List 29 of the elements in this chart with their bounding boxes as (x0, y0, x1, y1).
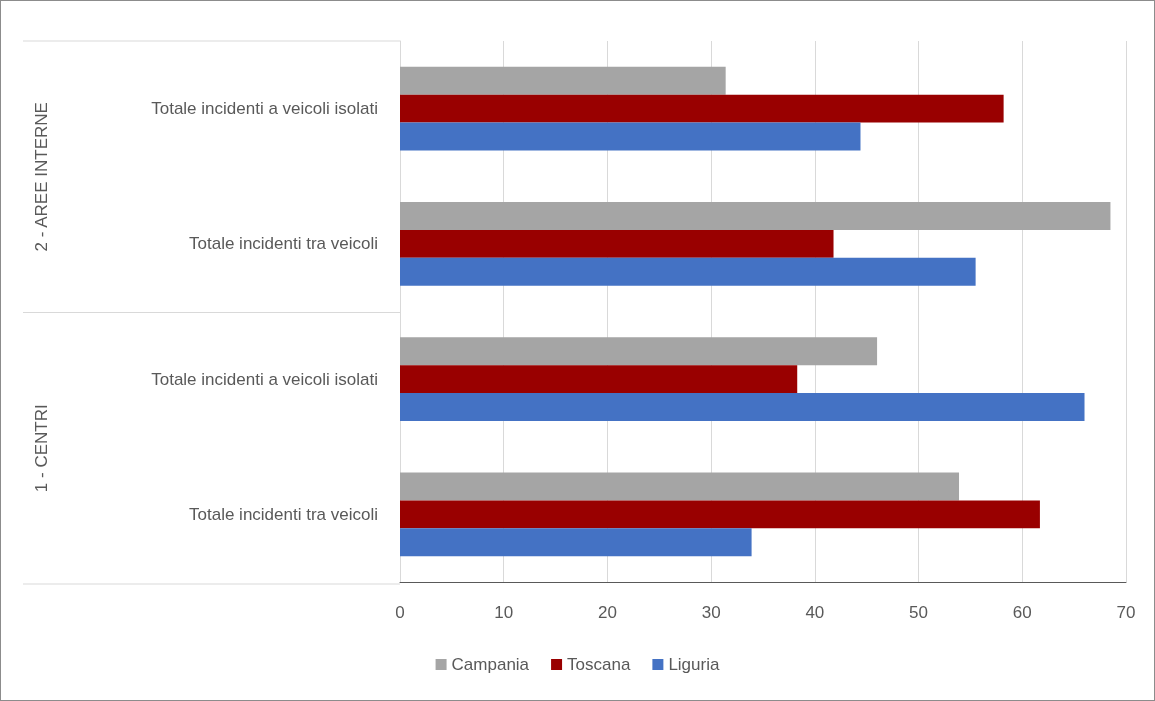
legend-label: Campania (451, 655, 530, 674)
bar (400, 337, 878, 366)
bar (400, 528, 752, 557)
x-tick-label: 10 (494, 603, 514, 622)
y-tick-label: Totale incidenti a veicoli isolati (151, 369, 378, 389)
y-tick-label: Totale incidenti a veicoli isolati (151, 99, 378, 119)
bar (400, 393, 1085, 422)
bar (400, 122, 861, 151)
legend-label: Liguria (668, 655, 720, 674)
x-tick-label: 60 (1012, 603, 1032, 622)
x-tick-label: 50 (909, 603, 929, 622)
bar (400, 500, 1040, 529)
bar (400, 365, 798, 394)
y-tick-label: Totale incidenti tra veicoli (189, 234, 378, 254)
legend-label: Toscana (567, 655, 631, 674)
y-tick-label: Totale incidenti tra veicoli (189, 504, 378, 524)
bar (400, 201, 1111, 230)
x-tick-label: 30 (701, 603, 721, 622)
x-tick-label: 70 (1116, 603, 1136, 622)
bar (400, 472, 960, 501)
x-tick-label: 40 (805, 603, 825, 622)
text: 1 - CENTRI (31, 404, 51, 493)
text: 2 - AREE INTERNE (31, 102, 51, 252)
bar (400, 229, 834, 258)
bar (400, 257, 976, 286)
x-tick-label: 20 (597, 603, 617, 622)
x-tick-label: 0 (395, 603, 405, 622)
bar (400, 66, 726, 95)
bar (400, 94, 1004, 123)
